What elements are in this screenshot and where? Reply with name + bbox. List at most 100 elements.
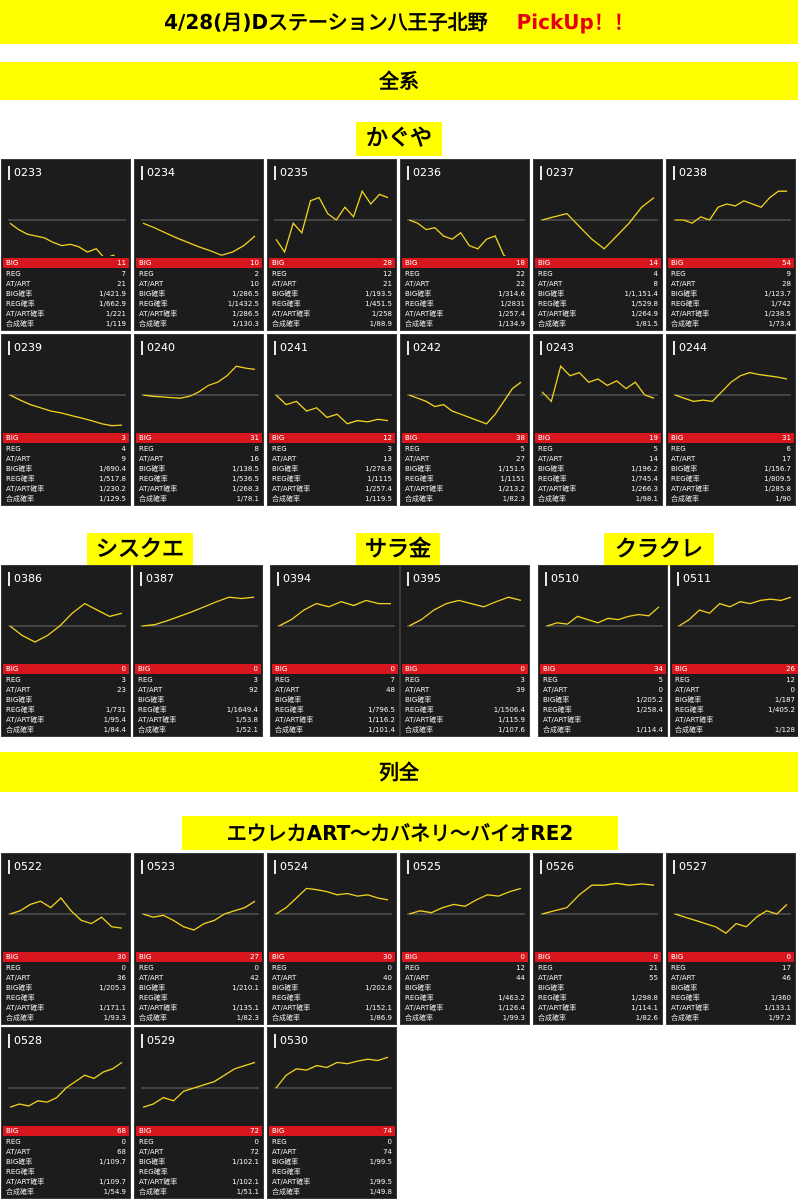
stat-label-atart: AT/ART bbox=[139, 455, 164, 463]
graph-line bbox=[275, 1056, 389, 1089]
machine-card-0522[interactable]: 0522 BIG 30 REG 0 AT/ART 36 BIG確率 1/205.3 REG確率 AT… bbox=[1, 853, 131, 1025]
graph-line bbox=[275, 394, 389, 425]
machine-card-0525[interactable]: 0525 BIG 0 REG 12 AT/ART 44 BIG確率 REG確率 1/463.2 AT… bbox=[400, 853, 530, 1025]
payout-graph bbox=[274, 189, 392, 254]
stat-row-big-rate: BIG確率 1/123.7 bbox=[671, 289, 791, 299]
stat-label-atart-rate: AT/ART確率 bbox=[272, 310, 311, 318]
stat-row-big: BIG 28 bbox=[269, 258, 395, 268]
machine-card-0237[interactable]: 0237 BIG 14 REG 4 AT/ART 8 BIG確率 1/1,151.4 REG確率 1… bbox=[533, 159, 663, 331]
stat-label-combined-rate: 合成確率 bbox=[139, 495, 167, 503]
stat-row-big: BIG 0 bbox=[668, 952, 794, 962]
stat-row-atart-rate: AT/ART確率 1/171.1 bbox=[6, 1003, 126, 1013]
stat-row-big-rate: BIG確率 1/196.2 bbox=[538, 464, 658, 474]
machine-card-0395[interactable]: 0395 BIG 0 REG 3 AT/ART 39 BIG確率 REG確率 1/1506.4 AT… bbox=[400, 565, 530, 737]
stat-label-atart-rate: AT/ART確率 bbox=[272, 1178, 311, 1186]
machine-card-0242[interactable]: 0242 BIG 38 REG 5 AT/ART 27 BIG確率 1/151.5 REG確率 1/… bbox=[400, 334, 530, 506]
machine-card-0530[interactable]: 0530 BIG 74 REG 0 AT/ART 74 BIG確率 1/99.5 REG確率 AT/… bbox=[267, 1027, 397, 1199]
stat-label-big: BIG bbox=[272, 953, 285, 961]
machine-card-0240[interactable]: 0240 BIG 31 REG 8 AT/ART 16 BIG確率 1/138.5 REG確率 1/… bbox=[134, 334, 264, 506]
stat-row-reg-rate: REG確率 1/463.2 bbox=[405, 993, 525, 1003]
section-title-all-type: 全系 bbox=[379, 69, 419, 93]
stat-label-atart: AT/ART bbox=[272, 974, 297, 982]
stat-label-big: BIG bbox=[671, 953, 684, 961]
machine-card-0386[interactable]: 0386 BIG 0 REG 3 AT/ART 23 BIG確率 REG確率 1/731 AT/AR… bbox=[1, 565, 131, 737]
stat-row-atart: AT/ART 17 bbox=[671, 454, 791, 464]
stat-row-big: BIG 12 bbox=[269, 433, 395, 443]
machine-card-0243[interactable]: 0243 BIG 19 REG 5 AT/ART 14 BIG確率 1/196.2 REG確率 1/… bbox=[533, 334, 663, 506]
stat-row-atart: AT/ART 27 bbox=[405, 454, 525, 464]
machine-card-0523[interactable]: 0523 BIG 27 REG 0 AT/ART 42 BIG確率 1/210.1 REG確率 AT… bbox=[134, 853, 264, 1025]
stat-row-atart-rate: AT/ART確率 1/266.3 bbox=[538, 484, 658, 494]
stat-label-big: BIG bbox=[6, 953, 19, 961]
stat-row-reg: REG 5 bbox=[543, 675, 663, 685]
stat-row-atart: AT/ART 46 bbox=[671, 973, 791, 983]
machine-number: 0526 bbox=[540, 860, 574, 874]
stat-row-reg-rate: REG確率 1/405.2 bbox=[675, 705, 795, 715]
graph-line bbox=[408, 381, 522, 425]
machine-card-0511[interactable]: 0511 BIG 26 REG 12 AT/ART 0 BIG確率 1/187 REG確率 1/40… bbox=[670, 565, 798, 737]
machine-card-0234[interactable]: 0234 BIG 10 REG 2 AT/ART 10 BIG確率 1/286.5 REG確率 1/… bbox=[134, 159, 264, 331]
graph-line bbox=[9, 222, 115, 256]
stat-label-reg-rate: REG確率 bbox=[405, 475, 434, 483]
graph-line bbox=[142, 365, 256, 399]
stat-value-big-rate: 1/156.7 bbox=[764, 465, 791, 473]
stat-value-atart: 28 bbox=[782, 280, 791, 288]
stat-label-big: BIG bbox=[139, 1127, 152, 1135]
stat-label-big-rate: BIG確率 bbox=[405, 984, 432, 992]
stat-label-reg: REG bbox=[671, 445, 686, 453]
stat-label-combined-rate: 合成確率 bbox=[139, 1014, 167, 1022]
stat-value-atart: 74 bbox=[383, 1148, 392, 1156]
machine-card-0233[interactable]: 0233 BIG 11 REG 7 AT/ART 21 BIG確率 1/421.9 REG確率 1/… bbox=[1, 159, 131, 331]
section-banner-row-all: 列全 bbox=[0, 752, 798, 792]
stat-value-combined-rate: 1/82.3 bbox=[236, 1014, 259, 1022]
stat-row-combined-rate: 合成確率 1/82.6 bbox=[538, 1013, 658, 1023]
stat-label-reg: REG bbox=[6, 676, 21, 684]
machine-card-0526[interactable]: 0526 BIG 0 REG 21 AT/ART 55 BIG確率 REG確率 1/298.8 AT… bbox=[533, 853, 663, 1025]
stat-row-atart-rate: AT/ART確率 1/213.2 bbox=[405, 484, 525, 494]
machine-card-0510[interactable]: 0510 BIG 34 REG 5 AT/ART 0 BIG確率 1/205.2 REG確率 1/2… bbox=[538, 565, 668, 737]
machine-card-0235[interactable]: 0235 BIG 28 REG 12 AT/ART 21 BIG確率 1/193.5 REG確率 1… bbox=[267, 159, 397, 331]
stat-label-big-rate: BIG確率 bbox=[272, 465, 299, 473]
machine-card-0528[interactable]: 0528 BIG 68 REG 0 AT/ART 68 BIG確率 1/109.7 REG確率 AT… bbox=[1, 1027, 131, 1199]
machine-card-0387[interactable]: 0387 BIG 0 REG 3 AT/ART 92 BIG確率 REG確率 1/1649.4 AT… bbox=[133, 565, 263, 737]
stat-row-atart-rate: AT/ART確率 1/238.5 bbox=[671, 309, 791, 319]
payout-graph bbox=[274, 887, 392, 915]
stat-label-combined-rate: 合成確率 bbox=[405, 320, 433, 328]
stat-row-reg: REG 3 bbox=[272, 444, 392, 454]
title-banner: 4/28(月)Dステーション八王子北野 PickUp！！ bbox=[0, 0, 798, 44]
stat-row-atart: AT/ART 0 bbox=[543, 685, 663, 695]
stat-label-reg-rate: REG確率 bbox=[6, 1168, 35, 1176]
stat-label-reg: REG bbox=[671, 964, 686, 972]
stat-label-reg-rate: REG確率 bbox=[538, 994, 567, 1002]
stat-label-reg: REG bbox=[272, 445, 287, 453]
stat-label-combined-rate: 合成確率 bbox=[671, 1014, 699, 1022]
stat-row-atart: AT/ART 21 bbox=[272, 279, 392, 289]
section-banner-all-type: 全系 bbox=[0, 62, 798, 100]
stat-row-reg: REG 21 bbox=[538, 963, 658, 973]
machine-card-0238[interactable]: 0238 BIG 54 REG 9 AT/ART 28 BIG確率 1/123.7 REG確率 1/… bbox=[666, 159, 796, 331]
machine-card-0527[interactable]: 0527 BIG 0 REG 17 AT/ART 46 BIG確率 REG確率 1/360 AT/A… bbox=[666, 853, 796, 1025]
stat-label-big: BIG bbox=[405, 665, 418, 673]
machine-number: 0529 bbox=[141, 1034, 175, 1048]
stat-value-combined-rate: 1/129.5 bbox=[99, 495, 126, 503]
graph-line bbox=[408, 219, 506, 256]
stat-row-big-rate: BIG確率 bbox=[538, 983, 658, 993]
stat-value-big: 38 bbox=[516, 434, 525, 442]
machine-card-0236[interactable]: 0236 BIG 18 REG 22 AT/ART 22 BIG確率 1/314.6 REG確率 1… bbox=[400, 159, 530, 331]
machine-card-0394[interactable]: 0394 BIG 0 REG 7 AT/ART 48 BIG確率 REG確率 1/796.5 AT/… bbox=[270, 565, 400, 737]
payout-graph bbox=[407, 887, 525, 915]
machine-card-0241[interactable]: 0241 BIG 12 REG 3 AT/ART 13 BIG確率 1/278.8 REG確率 1/… bbox=[267, 334, 397, 506]
stat-label-combined-rate: 合成確率 bbox=[6, 495, 34, 503]
machine-card-0529[interactable]: 0529 BIG 72 REG 0 AT/ART 72 BIG確率 1/102.1 REG確率 AT… bbox=[134, 1027, 264, 1199]
machine-card-0244[interactable]: 0244 BIG 31 REG 6 AT/ART 17 BIG確率 1/156.7 REG確率 1/… bbox=[666, 334, 796, 506]
stat-row-big-rate: BIG確率 1/205.2 bbox=[543, 695, 663, 705]
stat-label-reg: REG bbox=[405, 270, 420, 278]
stat-value-combined-rate: 1/86.9 bbox=[369, 1014, 392, 1022]
stat-label-atart-rate: AT/ART確率 bbox=[6, 310, 45, 318]
stat-row-reg: REG 6 bbox=[671, 444, 791, 454]
stat-row-reg-rate: REG確率 1/298.8 bbox=[538, 993, 658, 1003]
machine-card-0524[interactable]: 0524 BIG 30 REG 0 AT/ART 40 BIG確率 1/202.8 REG確率 AT… bbox=[267, 853, 397, 1025]
machine-card-0239[interactable]: 0239 BIG 3 REG 4 AT/ART 9 BIG確率 1/690.4 REG確率 1/51… bbox=[1, 334, 131, 506]
stat-row-reg: REG 12 bbox=[675, 675, 795, 685]
payout-graph bbox=[277, 599, 395, 627]
